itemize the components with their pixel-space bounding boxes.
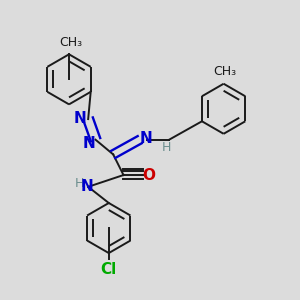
Text: N: N (74, 111, 86, 126)
Text: CH₃: CH₃ (59, 36, 82, 49)
Text: H: H (75, 177, 84, 190)
Text: O: O (142, 167, 156, 182)
Text: N: N (139, 131, 152, 146)
Text: N: N (83, 136, 95, 151)
Text: CH₃: CH₃ (214, 65, 237, 78)
Text: N: N (80, 179, 93, 194)
Text: H: H (161, 141, 171, 154)
Text: Cl: Cl (101, 262, 117, 277)
